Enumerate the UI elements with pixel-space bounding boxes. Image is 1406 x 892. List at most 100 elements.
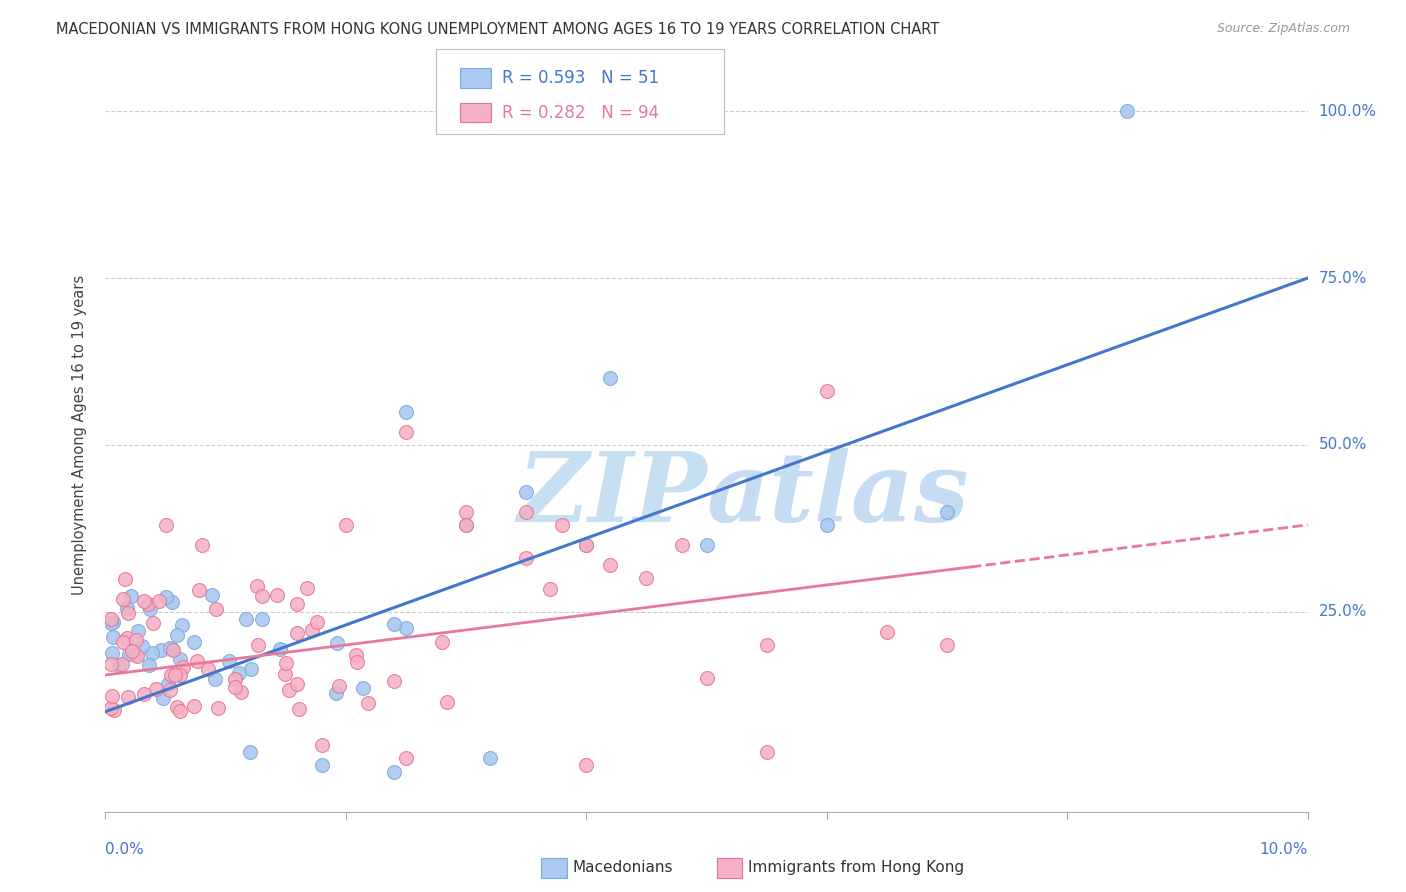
Point <box>224 673 246 687</box>
Point <box>218 654 240 668</box>
Point <box>328 679 350 693</box>
Point <box>172 660 194 674</box>
Point <box>599 371 621 385</box>
Point <box>671 538 693 552</box>
Point <box>166 700 188 714</box>
Text: MACEDONIAN VS IMMIGRANTS FROM HONG KONG UNEMPLOYMENT AMONG AGES 16 TO 19 YEARS C: MACEDONIAN VS IMMIGRANTS FROM HONG KONG … <box>56 22 939 37</box>
Point <box>266 588 288 602</box>
Point <box>346 656 368 670</box>
Point <box>100 615 122 630</box>
Text: Source: ZipAtlas.com: Source: ZipAtlas.com <box>1216 22 1350 36</box>
Point <box>186 654 208 668</box>
Point <box>100 612 122 626</box>
Point <box>936 504 959 518</box>
Point <box>124 647 146 661</box>
Point <box>307 615 329 629</box>
Point <box>148 594 170 608</box>
Point <box>1116 104 1139 119</box>
Point <box>101 646 124 660</box>
Point <box>479 751 502 765</box>
Point <box>162 642 184 657</box>
Point <box>277 683 299 698</box>
Text: Immigrants from Hong Kong: Immigrants from Hong Kong <box>748 861 965 875</box>
Point <box>190 538 212 552</box>
Point <box>138 658 160 673</box>
Point <box>382 764 405 779</box>
Point <box>575 538 598 552</box>
Point <box>127 624 149 638</box>
Point <box>111 657 134 671</box>
Point <box>325 686 347 700</box>
Point <box>515 504 537 518</box>
Text: 100.0%: 100.0% <box>1319 103 1376 119</box>
Text: 10.0%: 10.0% <box>1260 842 1308 857</box>
Point <box>197 662 219 676</box>
Point <box>395 425 418 439</box>
Point <box>250 589 273 603</box>
Point <box>696 538 718 552</box>
Text: ZIP: ZIP <box>517 448 707 542</box>
Point <box>125 633 148 648</box>
Point <box>201 588 224 602</box>
Point <box>117 607 139 621</box>
Point <box>169 704 191 718</box>
Point <box>395 404 418 418</box>
Point <box>100 657 122 672</box>
Point <box>288 701 311 715</box>
Point <box>325 635 347 649</box>
Point <box>436 695 458 709</box>
Point <box>117 690 139 705</box>
Point <box>204 672 226 686</box>
Point <box>155 517 177 532</box>
Point <box>515 551 537 566</box>
Point <box>169 667 191 681</box>
Text: 50.0%: 50.0% <box>1319 437 1367 452</box>
Point <box>141 646 163 660</box>
Point <box>240 662 263 676</box>
Point <box>295 581 318 595</box>
Text: atlas: atlas <box>707 448 969 542</box>
Text: R = 0.282   N = 94: R = 0.282 N = 94 <box>502 103 659 121</box>
Text: Macedonians: Macedonians <box>572 861 672 875</box>
Point <box>454 517 477 532</box>
Point <box>250 612 273 626</box>
Point <box>120 590 142 604</box>
Point <box>395 621 418 635</box>
Point <box>876 624 898 639</box>
Point <box>170 618 193 632</box>
Point <box>112 591 135 606</box>
Point <box>101 630 124 644</box>
Point <box>228 666 250 681</box>
Point <box>936 638 959 652</box>
Point <box>207 700 229 714</box>
Point <box>344 648 367 662</box>
Point <box>160 594 183 608</box>
Point <box>247 638 270 652</box>
Point <box>165 668 187 682</box>
Text: 25.0%: 25.0% <box>1319 604 1367 619</box>
Point <box>162 643 184 657</box>
Point <box>273 667 295 681</box>
Point <box>269 641 291 656</box>
Point <box>395 751 418 765</box>
Point <box>454 504 477 518</box>
Point <box>575 758 598 772</box>
Point <box>285 626 308 640</box>
Point <box>515 484 537 499</box>
Point <box>152 691 174 706</box>
Point <box>815 384 838 399</box>
Point <box>815 517 838 532</box>
Point <box>101 689 124 703</box>
Point <box>204 601 226 615</box>
Point <box>696 671 718 685</box>
Point <box>103 703 125 717</box>
Point <box>382 673 405 688</box>
Point <box>188 583 211 598</box>
Point <box>382 617 405 632</box>
Point <box>139 601 162 615</box>
Point <box>335 517 357 532</box>
Point <box>114 572 136 586</box>
Point <box>301 624 323 638</box>
Point <box>311 738 333 752</box>
Point <box>285 597 308 611</box>
